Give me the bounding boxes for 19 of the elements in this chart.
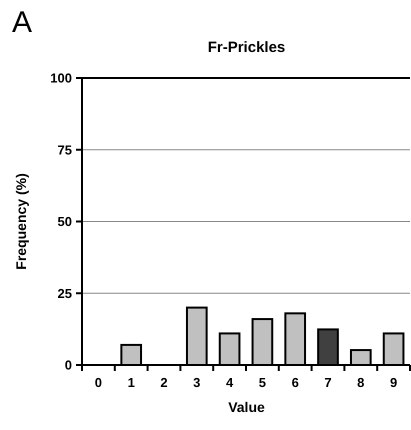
- x-tick-label: 6: [292, 375, 299, 390]
- y-tick-label: 75: [58, 142, 72, 158]
- x-tick-label: 3: [193, 375, 200, 390]
- y-axis-title: Frequency (%): [13, 173, 29, 270]
- chart-title: Fr-Prickles: [208, 39, 286, 56]
- y-tick-label: 25: [58, 286, 72, 301]
- x-tick-label: 7: [324, 375, 332, 390]
- y-tick-label: 50: [58, 214, 72, 230]
- x-axis-title: Value: [228, 399, 265, 415]
- x-tick-label: 9: [390, 375, 398, 390]
- x-tick-label: 8: [357, 375, 364, 390]
- y-tick-label: 0: [64, 358, 72, 373]
- x-tick-label: 5: [258, 375, 266, 390]
- x-tick-label: 0: [94, 375, 102, 390]
- y-tick-label: 100: [50, 70, 72, 86]
- x-tick-label: 4: [226, 375, 234, 390]
- x-tick-label: 2: [160, 375, 168, 390]
- text: A: [12, 6, 32, 39]
- x-tick-label: 1: [128, 375, 135, 390]
